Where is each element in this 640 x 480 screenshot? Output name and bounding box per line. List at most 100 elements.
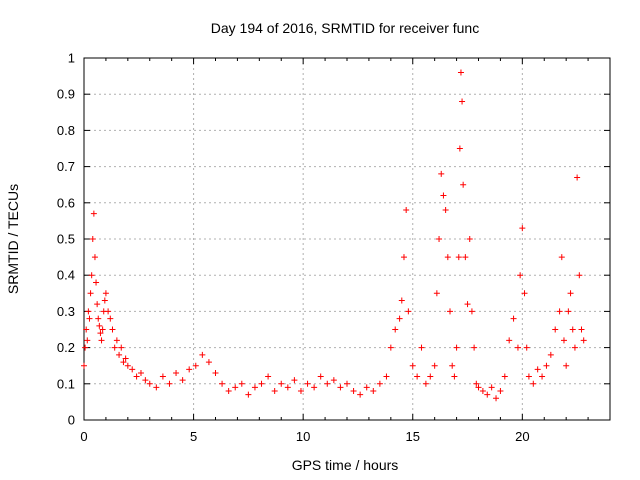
x-axis-label: GPS time / hours	[292, 457, 399, 473]
data-point	[519, 225, 526, 232]
data-point	[560, 337, 567, 344]
y-tick-label: 0.1	[57, 376, 75, 391]
data-point	[84, 337, 91, 344]
data-point	[109, 326, 116, 333]
data-point	[265, 373, 272, 380]
data-point	[317, 373, 324, 380]
data-point	[514, 344, 521, 351]
data-point	[565, 308, 572, 315]
data-point	[383, 373, 390, 380]
data-point	[400, 254, 407, 261]
data-point	[471, 344, 478, 351]
data-point	[556, 308, 563, 315]
x-axis: 0 5 10 15 20	[80, 58, 589, 444]
data-point	[457, 69, 464, 76]
data-point	[510, 315, 517, 322]
y-tick-label: 0.6	[57, 195, 75, 210]
gridlines	[84, 58, 610, 420]
data-point	[460, 181, 467, 188]
data-point	[387, 344, 394, 351]
data-point	[414, 373, 421, 380]
data-point	[392, 326, 399, 333]
data-point	[85, 308, 92, 315]
data-point	[438, 170, 445, 177]
data-point	[571, 344, 578, 351]
data-point	[82, 344, 89, 351]
data-point	[98, 337, 105, 344]
data-point	[431, 362, 438, 369]
data-point	[576, 272, 583, 279]
x-tick-label: 0	[80, 429, 87, 444]
data-point	[479, 388, 486, 395]
data-point	[473, 380, 480, 387]
data-point	[258, 380, 265, 387]
data-point	[311, 384, 318, 391]
data-point	[488, 384, 495, 391]
chart-title: Day 194 of 2016, SRMTID for receiver fun…	[211, 20, 479, 36]
data-point	[484, 391, 491, 398]
data-point	[455, 254, 462, 261]
data-point	[159, 373, 166, 380]
data-point	[179, 377, 186, 384]
data-point	[245, 391, 252, 398]
data-point	[497, 388, 504, 395]
data-point	[440, 192, 447, 199]
data-point	[99, 326, 106, 333]
data-point	[212, 369, 219, 376]
data-point	[569, 326, 576, 333]
data-point	[350, 388, 357, 395]
data-point	[86, 315, 93, 322]
data-point	[124, 362, 131, 369]
data-point	[95, 315, 102, 322]
data-point	[186, 366, 193, 373]
data-point	[91, 254, 98, 261]
data-point	[284, 384, 291, 391]
data-point	[166, 380, 173, 387]
data-point	[475, 384, 482, 391]
data-points	[81, 69, 587, 402]
data-point	[238, 380, 245, 387]
data-point	[409, 362, 416, 369]
x-tick-label: 20	[515, 429, 529, 444]
y-axis: 0 0.1 0.2 0.3 0.4 0.5 0.6 0.7 0.8 0.9 1	[57, 51, 610, 428]
data-point	[447, 308, 454, 315]
data-point	[344, 380, 350, 387]
plot-frame	[83, 57, 611, 421]
data-point	[525, 373, 532, 380]
data-point	[122, 355, 129, 362]
data-point	[89, 236, 96, 242]
data-point	[580, 337, 587, 344]
y-tick-label: 0.8	[57, 123, 75, 138]
data-point	[153, 384, 160, 391]
data-point	[357, 391, 364, 398]
data-point	[436, 236, 443, 242]
data-point	[433, 290, 440, 297]
data-point	[113, 337, 120, 344]
data-point	[105, 308, 112, 315]
data-point	[118, 344, 125, 351]
data-point	[111, 344, 118, 351]
data-point	[93, 279, 100, 286]
data-point	[464, 301, 471, 308]
x-tick-label: 5	[190, 429, 197, 444]
data-point	[552, 326, 559, 333]
data-point	[534, 366, 541, 373]
data-point	[547, 351, 554, 358]
data-point	[530, 380, 537, 387]
data-point	[133, 373, 140, 380]
data-point	[81, 362, 87, 369]
data-point	[96, 322, 103, 329]
data-point	[116, 351, 123, 358]
data-point	[129, 366, 136, 373]
data-point	[422, 380, 429, 387]
data-point	[396, 315, 403, 322]
data-point	[146, 380, 153, 387]
y-tick-label: 0.5	[57, 232, 75, 247]
y-tick-label: 1	[68, 51, 75, 66]
data-point	[376, 380, 383, 387]
data-point	[521, 290, 528, 297]
x-tick-label: 15	[406, 429, 420, 444]
data-point	[251, 384, 258, 391]
data-point	[468, 308, 475, 315]
x-tick-label: 10	[296, 429, 310, 444]
